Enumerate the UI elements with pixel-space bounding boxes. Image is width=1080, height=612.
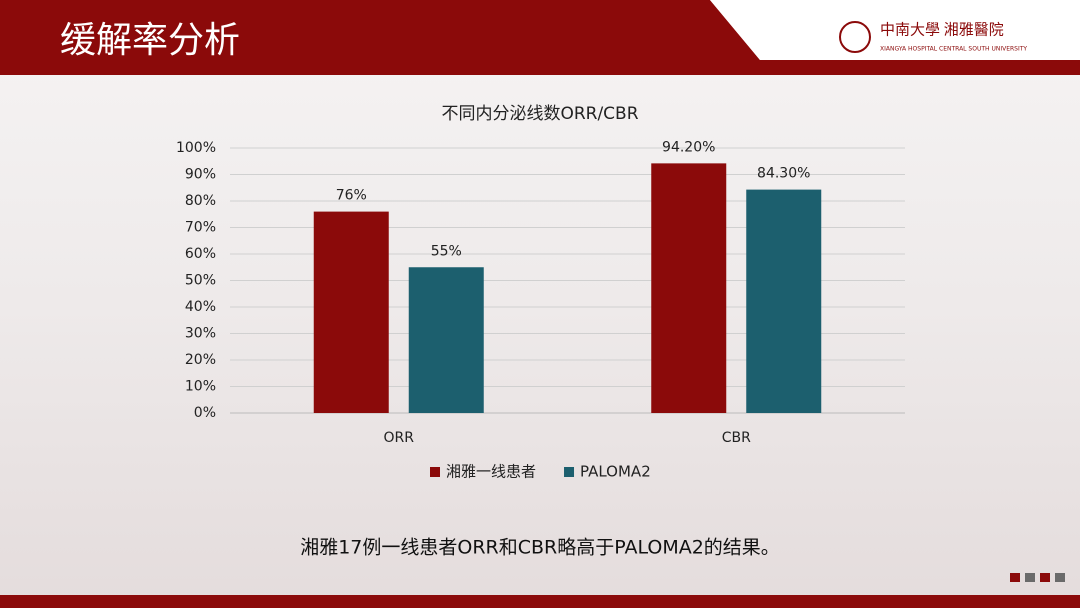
y-tick-label: 60%: [185, 246, 216, 262]
y-tick-label: 90%: [185, 167, 216, 183]
bar: [313, 211, 389, 413]
footer-square: [1025, 573, 1035, 582]
footer-square: [1010, 573, 1020, 582]
y-tick-label: 70%: [185, 220, 216, 236]
header-title: 缓解率分析: [60, 20, 240, 61]
value-label: 76%: [336, 188, 367, 204]
footer-square: [1040, 573, 1050, 582]
header-band: [0, 0, 1080, 75]
caption: 湘雅17例一线患者ORR和CBR略高于PALOMA2的结果。: [300, 537, 780, 559]
bar: [651, 163, 727, 413]
x-tick-label: CBR: [722, 430, 751, 446]
y-tick-label: 50%: [185, 273, 216, 289]
logo-subtitle: XIANGYA HOSPITAL CENTRAL SOUTH UNIVERSIT…: [880, 46, 1027, 53]
legend-label: PALOMA2: [580, 463, 651, 481]
value-label: 55%: [431, 243, 462, 259]
legend-label: 湘雅一线患者: [446, 463, 536, 481]
value-label: 94.20%: [662, 139, 715, 155]
y-tick-label: 20%: [185, 352, 216, 368]
x-tick-label: ORR: [384, 430, 415, 446]
bar: [746, 189, 822, 413]
y-tick-label: 30%: [185, 326, 216, 342]
y-tick-label: 80%: [185, 193, 216, 209]
legend-swatch: [430, 467, 440, 477]
value-label: 84.30%: [757, 166, 810, 182]
y-tick-label: 40%: [185, 299, 216, 315]
y-tick-label: 100%: [176, 140, 216, 156]
y-tick-label: 0%: [194, 405, 216, 421]
bar: [408, 267, 484, 413]
chart-title: 不同内分泌线数ORR/CBR: [441, 104, 638, 124]
footer-band: [0, 595, 1080, 608]
y-tick-label: 10%: [185, 379, 216, 395]
logo-emblem: [839, 21, 871, 53]
header-logo-area: [710, 0, 1080, 60]
footer-square: [1055, 573, 1065, 582]
legend-swatch: [564, 467, 575, 477]
logo-name: 中南大學 湘雅醫院: [880, 20, 1004, 38]
